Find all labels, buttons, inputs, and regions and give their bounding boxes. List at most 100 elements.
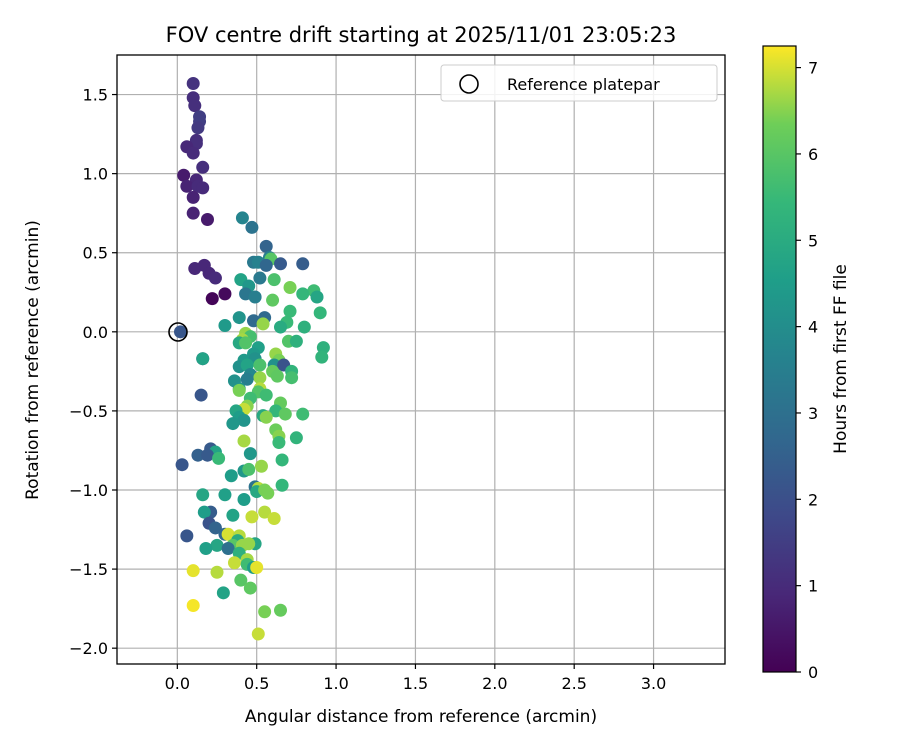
colorbar-gradient <box>762 45 797 673</box>
data-point <box>242 462 256 476</box>
data-point <box>196 352 210 366</box>
data-point <box>315 350 329 364</box>
y-tick-label: −2.0 <box>69 639 108 658</box>
data-point <box>251 627 265 641</box>
data-point <box>186 564 200 578</box>
data-point <box>186 206 200 220</box>
data-point <box>194 388 208 402</box>
data-point <box>234 573 248 587</box>
x-tick-label: 0.5 <box>244 674 269 693</box>
data-point <box>245 220 259 234</box>
data-point <box>177 168 191 182</box>
x-tick-label: 0.0 <box>165 674 190 693</box>
y-axis-label: Rotation from reference (arcmin) <box>23 220 43 500</box>
data-point <box>224 469 238 483</box>
y-tick-label: −1.5 <box>69 560 108 579</box>
data-point <box>289 334 303 348</box>
data-point <box>245 510 259 524</box>
data-point <box>267 273 281 287</box>
data-point <box>196 488 210 502</box>
data-point <box>200 448 214 462</box>
data-point <box>226 417 240 431</box>
y-axis-ticks: 1.5 1.0 0.5 0.0 −0.5 −1.0 −1.5 −2.0 <box>69 86 117 658</box>
data-point <box>258 605 272 619</box>
data-point <box>275 453 289 467</box>
data-point <box>254 459 268 473</box>
legend-reference-marker <box>459 74 479 94</box>
data-point <box>210 565 224 579</box>
legend-entry-reference-platepar: Reference platepar <box>507 75 660 94</box>
data-point <box>210 538 224 552</box>
data-point <box>243 447 257 461</box>
grid-lines <box>117 55 725 664</box>
data-point <box>197 505 211 519</box>
data-point <box>196 181 210 195</box>
data-point <box>283 304 297 318</box>
data-point <box>232 383 246 397</box>
data-point <box>200 213 214 227</box>
data-point <box>239 336 253 350</box>
colorbar-tick-label: 6 <box>808 145 818 164</box>
data-point <box>173 325 187 339</box>
data-point <box>180 179 194 193</box>
data-point <box>266 293 280 307</box>
data-point <box>191 121 205 135</box>
data-point <box>272 436 286 450</box>
x-tick-label: 1.5 <box>403 674 428 693</box>
colorbar-tick-label: 5 <box>808 231 818 250</box>
data-point <box>259 410 273 424</box>
data-point <box>296 407 310 421</box>
data-point <box>237 492 251 506</box>
data-point <box>218 488 232 502</box>
y-tick-label: −0.5 <box>69 402 108 421</box>
legend-box <box>440 64 718 102</box>
data-point <box>186 76 200 90</box>
data-point <box>250 561 264 575</box>
data-point <box>259 239 273 253</box>
data-point <box>218 287 232 301</box>
data-point <box>199 542 213 556</box>
colorbar-tick-label: 7 <box>808 59 818 78</box>
data-point <box>232 311 246 325</box>
data-point <box>258 505 272 519</box>
colorbar-tick-label: 2 <box>808 490 818 509</box>
data-point <box>191 448 205 462</box>
data-point <box>188 99 202 113</box>
data-point <box>208 271 222 285</box>
data-point <box>313 306 327 320</box>
data-point <box>235 211 249 225</box>
y-tick-label: 1.5 <box>83 86 108 105</box>
x-axis-ticks: 0.0 0.5 1.0 1.5 2.0 2.5 3.0 <box>165 664 666 693</box>
data-point <box>227 556 241 570</box>
data-point <box>297 320 311 334</box>
data-point <box>237 413 251 427</box>
y-tick-label: 0.5 <box>83 244 108 263</box>
data-point <box>212 451 226 465</box>
data-point <box>310 290 324 304</box>
data-point <box>221 527 235 541</box>
colorbar-ticks: 0 1 2 3 4 5 6 7 <box>796 59 818 682</box>
data-point <box>242 537 256 551</box>
y-tick-label: −1.0 <box>69 481 108 500</box>
data-point <box>253 271 267 285</box>
chart-title: FOV centre drift starting at 2025/11/01 … <box>166 23 677 47</box>
legend: Reference platepar <box>440 64 718 102</box>
data-point <box>274 603 288 617</box>
data-point <box>274 257 288 271</box>
data-point <box>285 371 299 385</box>
data-point <box>180 529 194 543</box>
data-point <box>196 160 210 174</box>
data-point <box>175 458 189 472</box>
data-point <box>186 146 200 160</box>
colorbar: 0 1 2 3 4 5 6 7 Hours from first FF file <box>762 45 851 682</box>
data-point <box>274 320 288 334</box>
data-points <box>173 76 330 641</box>
data-point <box>275 478 289 492</box>
data-point <box>186 598 200 612</box>
data-point <box>261 486 275 500</box>
reference-marker <box>168 322 188 342</box>
colorbar-label: Hours from first FF file <box>831 264 851 454</box>
data-point <box>186 190 200 204</box>
data-point <box>296 257 310 271</box>
